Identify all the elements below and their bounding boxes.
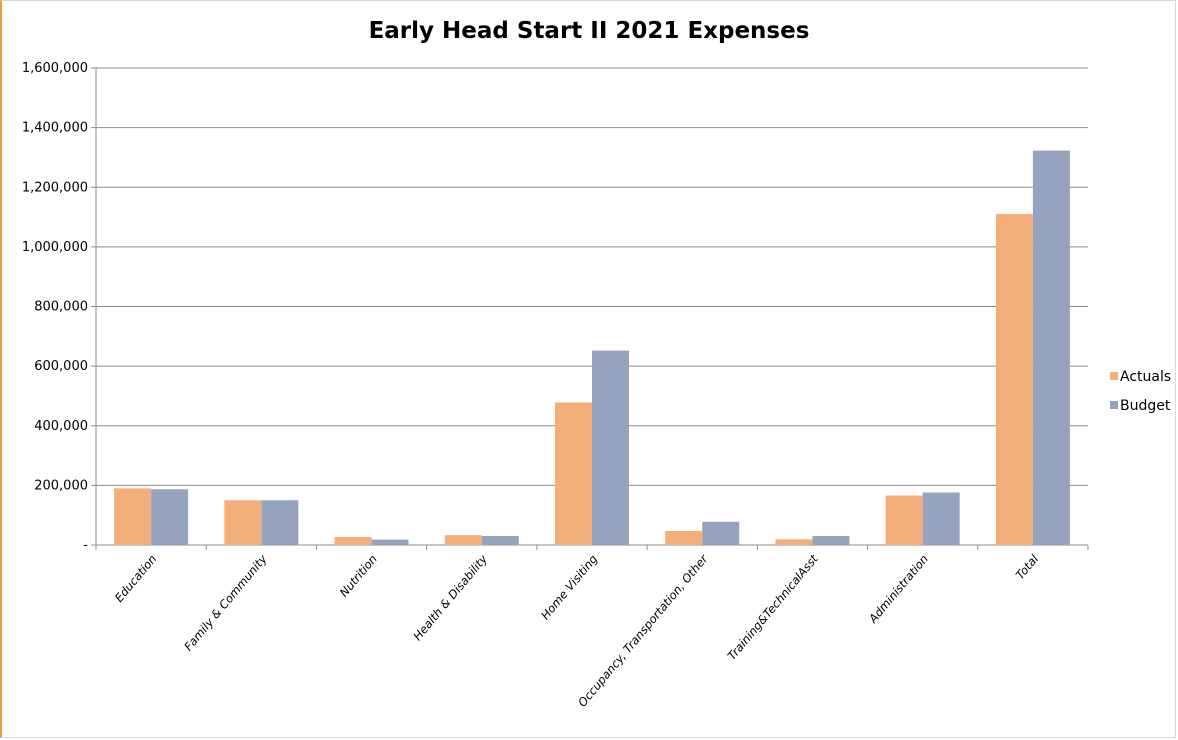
bar-budget-home-visiting	[592, 350, 629, 545]
y-tick-label: 800,000	[34, 300, 88, 315]
legend-label-budget: Budget	[1120, 398, 1171, 414]
category-label: Health & Disability	[410, 552, 490, 643]
y-tick-label: 1,600,000	[22, 61, 88, 76]
y-tick-label: 200,000	[34, 478, 88, 493]
bar-actuals-nutrition	[334, 536, 372, 545]
bar-actuals-education	[114, 488, 152, 545]
bar-budget-occupancy-transportation-other	[702, 521, 740, 545]
category-label: Nutrition	[337, 552, 380, 600]
y-tick-label: 1,400,000	[22, 121, 88, 136]
chart-title: Early Head Start II 2021 Expenses	[368, 18, 810, 44]
legend-swatch-actuals	[1110, 372, 1118, 380]
category-label: Family & Community	[181, 552, 270, 654]
bar-actuals-administration	[885, 495, 923, 545]
bar-actuals-total	[995, 214, 1033, 546]
bar-actuals-health-disability	[444, 535, 482, 545]
y-tick-label: 1,000,000	[22, 240, 88, 255]
y-tick-label: 1,200,000	[22, 180, 88, 195]
category-label: Occupancy, Transportation, Other	[575, 551, 711, 710]
y-tick-label: 600,000	[34, 359, 88, 374]
legend-label-actuals: Actuals	[1120, 369, 1171, 385]
category-label: Home Visiting	[538, 552, 600, 622]
category-label: Administration	[865, 552, 931, 626]
y-tick-label: 400,000	[34, 419, 88, 434]
category-label: Training&TechnicalAsst	[725, 552, 821, 663]
category-label: Education	[112, 552, 160, 605]
legend-swatch-budget	[1110, 401, 1118, 409]
bar-budget-total	[1032, 150, 1070, 545]
category-label: Total	[1013, 551, 1042, 582]
bar-budget-health-disability	[481, 536, 519, 545]
bar-actuals-occupancy-transportation-other	[665, 530, 703, 545]
y-tick-label: -	[83, 538, 88, 553]
bar-budget-nutrition	[371, 539, 409, 545]
bar-budget-family-community	[261, 500, 299, 545]
bar-actuals-home-visiting	[555, 402, 592, 545]
bar-budget-administration	[922, 492, 960, 545]
bar-actuals-family-community	[224, 500, 262, 545]
bar-actuals-training-technicalasst	[775, 539, 813, 545]
bar-budget-education	[151, 489, 189, 545]
bar-budget-training-technicalasst	[812, 536, 850, 545]
